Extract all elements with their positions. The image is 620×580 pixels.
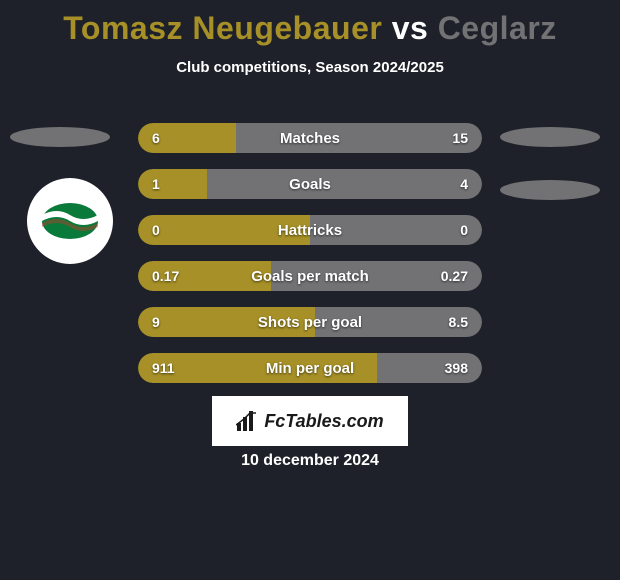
stat-value-right: 4: [460, 169, 468, 199]
side-ellipse: [500, 180, 600, 200]
bar-chart-icon: [236, 411, 258, 431]
stat-value-left: 0: [152, 215, 160, 245]
stat-row: Min per goal911 398: [138, 353, 482, 383]
fctables-logo: FcTables.com: [212, 396, 408, 446]
stat-row: Goals1 4: [138, 169, 482, 199]
club-crest: [27, 178, 113, 264]
stat-label: Min per goal: [138, 353, 482, 383]
title-vs: vs: [392, 10, 429, 46]
stat-value-left: 1: [152, 169, 160, 199]
stat-value-right: 15: [452, 123, 468, 153]
stat-row: Hattricks0 0: [138, 215, 482, 245]
stat-label: Shots per goal: [138, 307, 482, 337]
stat-value-right: 398: [445, 353, 468, 383]
stat-value-left: 9: [152, 307, 160, 337]
stat-label: Hattricks: [138, 215, 482, 245]
crest-flag-icon: [40, 201, 100, 241]
side-ellipse: [10, 127, 110, 147]
stat-label: Matches: [138, 123, 482, 153]
title-player1: Tomasz Neugebauer: [63, 10, 382, 46]
stat-value-right: 0: [460, 215, 468, 245]
title-player2: Ceglarz: [438, 10, 557, 46]
stat-value-left: 0.17: [152, 261, 179, 291]
stat-row: Goals per match0.17 0.27: [138, 261, 482, 291]
logo-text: FcTables.com: [264, 411, 383, 432]
stat-label: Goals per match: [138, 261, 482, 291]
page-title: Tomasz Neugebauer vs Ceglarz: [0, 0, 620, 47]
stat-value-right: 8.5: [449, 307, 468, 337]
subtitle: Club competitions, Season 2024/2025: [0, 59, 620, 76]
stat-value-left: 911: [152, 353, 175, 383]
stat-value-left: 6: [152, 123, 160, 153]
stat-value-right: 0.27: [441, 261, 468, 291]
comparison-bars: Matches6 15 Goals1 4 Hattricks0 0 Goals per ma…: [138, 123, 482, 399]
stat-label: Goals: [138, 169, 482, 199]
stat-row: Shots per goal9 8.5: [138, 307, 482, 337]
stat-row: Matches6 15: [138, 123, 482, 153]
date-label: 10 december 2024: [0, 452, 620, 470]
side-ellipse: [500, 127, 600, 147]
